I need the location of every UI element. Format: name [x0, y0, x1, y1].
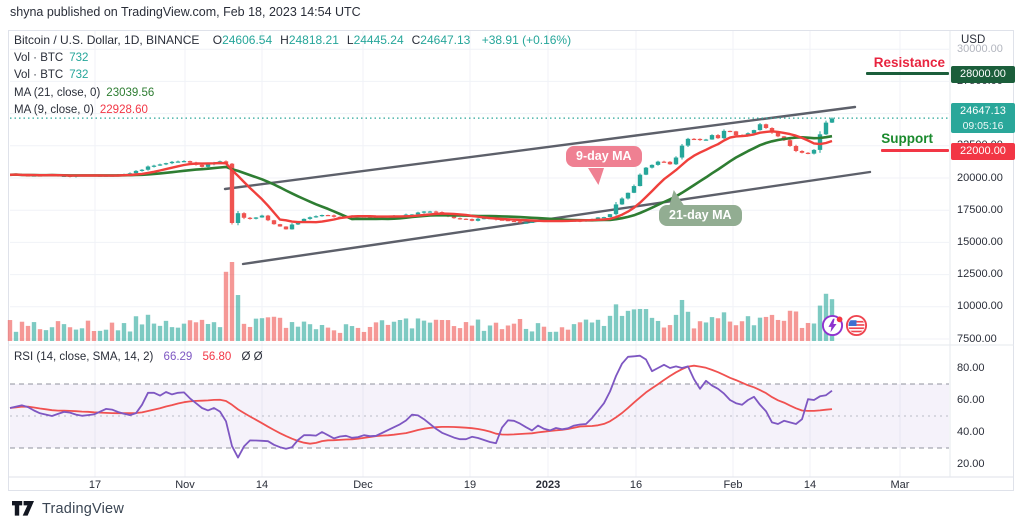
change-value: +38.91 (+0.16%): [481, 33, 572, 47]
indicator-legend-row: MA (9, close, 0) 22928.60: [14, 104, 148, 116]
ohlc-pair: O24606.54: [212, 33, 273, 47]
usa-flag-icon[interactable]: [845, 314, 868, 337]
attribution-text: shyna published on TradingView.com, Feb …: [10, 5, 361, 19]
rsi-tick-label: 80.00: [957, 361, 985, 374]
time-tick-label: Mar: [890, 479, 910, 491]
resistance-line[interactable]: [866, 72, 949, 75]
ohlc-values: O24606.54 H24818.21 L24445.24 C24647.13: [213, 33, 479, 47]
symbol-row: Bitcoin / U.S. Dollar, 1D, BINANCE O2460…: [14, 33, 571, 47]
chart-widget-frame: [8, 30, 1014, 491]
tradingview-mark-icon: [12, 501, 34, 516]
current-price-badge: 24647.13 09:05:16: [951, 103, 1015, 133]
ma9-callout[interactable]: 9-day MA: [566, 146, 642, 185]
current-price-value: 24647.13: [960, 105, 1006, 117]
support-price-badge: 22000.00: [951, 143, 1015, 160]
rsi-tick-label: 40.00: [957, 425, 985, 438]
chart-legend: Bitcoin / U.S. Dollar, 1D, BINANCE O2460…: [14, 33, 571, 117]
idea-flash-icon[interactable]: [821, 314, 844, 337]
rsi-sma-line: [9, 364, 833, 445]
price-tick-label: 30000.00: [957, 42, 1003, 55]
time-tick-label: 2023: [535, 479, 561, 491]
time-tick-label: Nov: [175, 479, 195, 491]
ma21-callout-text: 21-day MA: [669, 208, 732, 222]
rsi-line: [9, 354, 833, 459]
time-tick-label: 14: [255, 479, 269, 491]
indicator-legend-row: Vol · BTC 732: [14, 69, 89, 81]
time-tick-label: 16: [629, 479, 643, 491]
support-label[interactable]: Support: [881, 131, 933, 146]
pane-separators: [8, 31, 1014, 478]
moving-averages: [10, 130, 833, 224]
time-tick-label: Feb: [723, 479, 743, 491]
ma21-callout[interactable]: 21-day MA: [659, 190, 742, 226]
rsi-tick-label: 20.00: [957, 457, 985, 470]
indicator-legend-row: Vol · BTC 732: [14, 51, 89, 64]
price-tick-label: 15000.00: [957, 235, 1003, 248]
indicator-legend-rows: Vol · BTC 732 Vol · BTC 732 MA (21, close, 0…: [14, 51, 571, 118]
symbol-title: Bitcoin / U.S. Dollar, 1D, BINANCE: [14, 33, 200, 47]
ohlc-pair: L24445.24: [346, 33, 404, 47]
price-tick-label: 12500.00: [957, 268, 1003, 281]
rsi-sma-value: 56.80: [202, 351, 232, 363]
resistance-price-badge: 28000.00: [951, 66, 1015, 83]
rsi-value: 66.29: [163, 351, 193, 363]
time-tick-label: 14: [803, 479, 817, 491]
ma9-callout-text: 9-day MA: [576, 149, 632, 163]
rsi-label: RSI (14, close, SMA, 14, 2): [14, 351, 154, 363]
price-tick-label: 17500.00: [957, 203, 1003, 216]
rsi-tick-label: 60.00: [957, 393, 985, 406]
price-tick-label: 7500.00: [957, 332, 997, 345]
price-tick-label: 20000.00: [957, 171, 1003, 184]
price-tick-label: 10000.00: [957, 300, 1003, 313]
indicator-legend-row: MA (21, close, 0) 23039.56: [14, 86, 155, 99]
tradingview-logo[interactable]: TradingView: [12, 500, 124, 517]
support-line[interactable]: [881, 149, 949, 152]
volume-bars: [7, 262, 835, 341]
rsi-pane: [9, 354, 949, 459]
time-tick-label: 19: [463, 479, 477, 491]
time-tick-label: 17: [88, 479, 102, 491]
ohlc-pair: C24647.13: [411, 33, 471, 47]
lightning-glyph: [828, 318, 837, 333]
tradingview-logo-text: TradingView: [42, 500, 124, 517]
gridlines: [10, 31, 949, 477]
ohlc-pair: H24818.21: [280, 33, 339, 47]
resistance-label[interactable]: Resistance: [873, 55, 945, 70]
rsi-legend: RSI (14, close, SMA, 14, 2) 66.29 56.80 …: [14, 351, 270, 363]
flag-stripes: [848, 320, 865, 333]
notification-dot: [836, 316, 843, 323]
currency-label: USD: [961, 34, 986, 46]
time-tick-label: Dec: [353, 479, 373, 491]
bar-countdown: 09:05:16: [962, 120, 1004, 132]
rsi-extra-values: Ø Ø: [241, 351, 263, 363]
